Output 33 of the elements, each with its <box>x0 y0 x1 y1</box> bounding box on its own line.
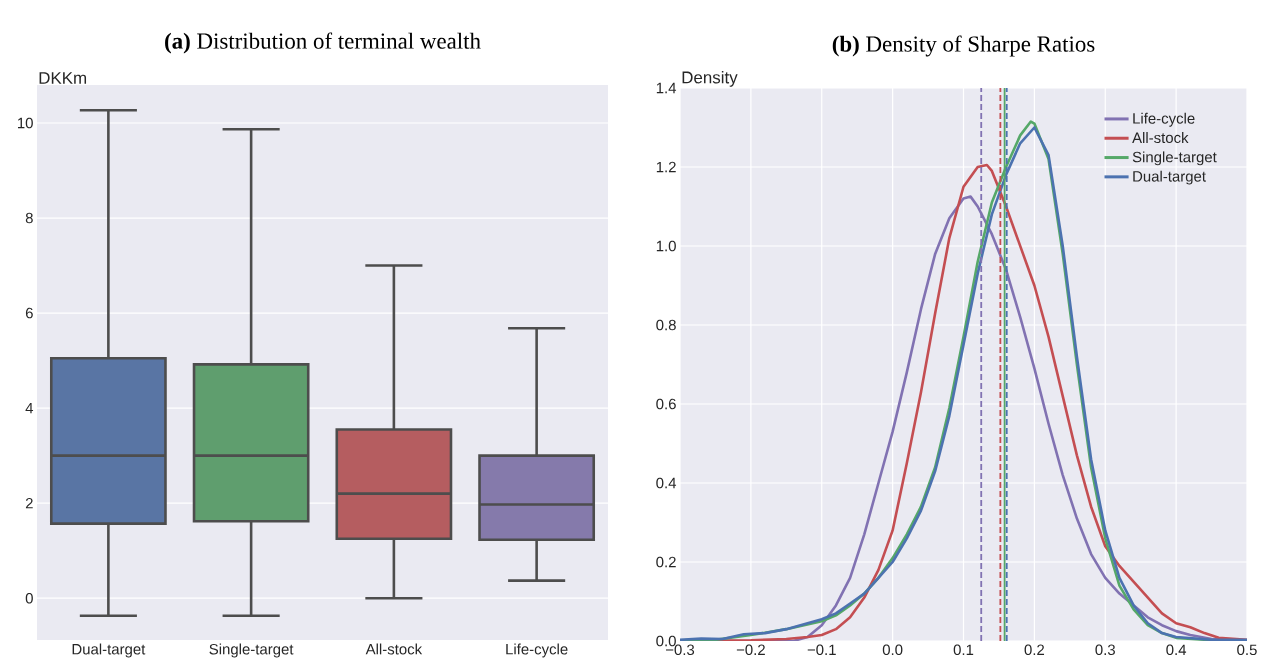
y-tick-label: 0.6 <box>656 398 676 410</box>
x-tick-label: 0.3 <box>1095 644 1115 656</box>
legend-label: Single-target <box>1132 151 1217 166</box>
y-axis-title: DKKm <box>39 72 87 84</box>
x-tick-label: 0.0 <box>882 644 903 656</box>
legend-label: Dual-target <box>1133 170 1206 185</box>
x-tick-label: Dual-target <box>72 643 146 658</box>
y-axis-title: Density <box>682 71 738 87</box>
x-tick-label: 0.1 <box>953 644 974 656</box>
x-tick-label: 0.5 <box>1237 644 1257 656</box>
chart-title: (b) Density of Sharpe Ratios <box>832 35 1095 57</box>
x-tick-label: −0.2 <box>736 644 765 656</box>
legend-label: Life-cycle <box>1133 112 1195 127</box>
x-tick-label: All-stock <box>365 643 423 655</box>
y-tick-label: 4 <box>25 402 34 414</box>
x-tick-label: 0.2 <box>1024 644 1045 656</box>
y-tick-label: 10 <box>18 117 33 129</box>
x-tick-label: Single-target <box>209 643 294 658</box>
x-tick-label: 0.4 <box>1166 644 1187 656</box>
y-tick-label: 0.2 <box>656 556 676 568</box>
x-tick-label: Life-cycle <box>506 643 568 658</box>
y-tick-label: 0.8 <box>656 319 676 331</box>
y-tick-label: 1.2 <box>656 161 676 173</box>
y-tick-label: 2 <box>25 497 33 509</box>
chart-title: (a) Distribution of terminal wealth <box>165 32 481 54</box>
y-tick-label: 8 <box>25 212 33 224</box>
legend-label: All-stock <box>1132 132 1189 144</box>
x-tick-label: −0.1 <box>807 644 836 656</box>
y-tick-label: 1.0 <box>656 240 676 252</box>
y-tick-label: 0 <box>25 592 33 604</box>
y-tick-label: 6 <box>25 307 33 319</box>
y-tick-label: 0.4 <box>656 477 677 489</box>
y-tick-label: 1.4 <box>656 82 677 94</box>
